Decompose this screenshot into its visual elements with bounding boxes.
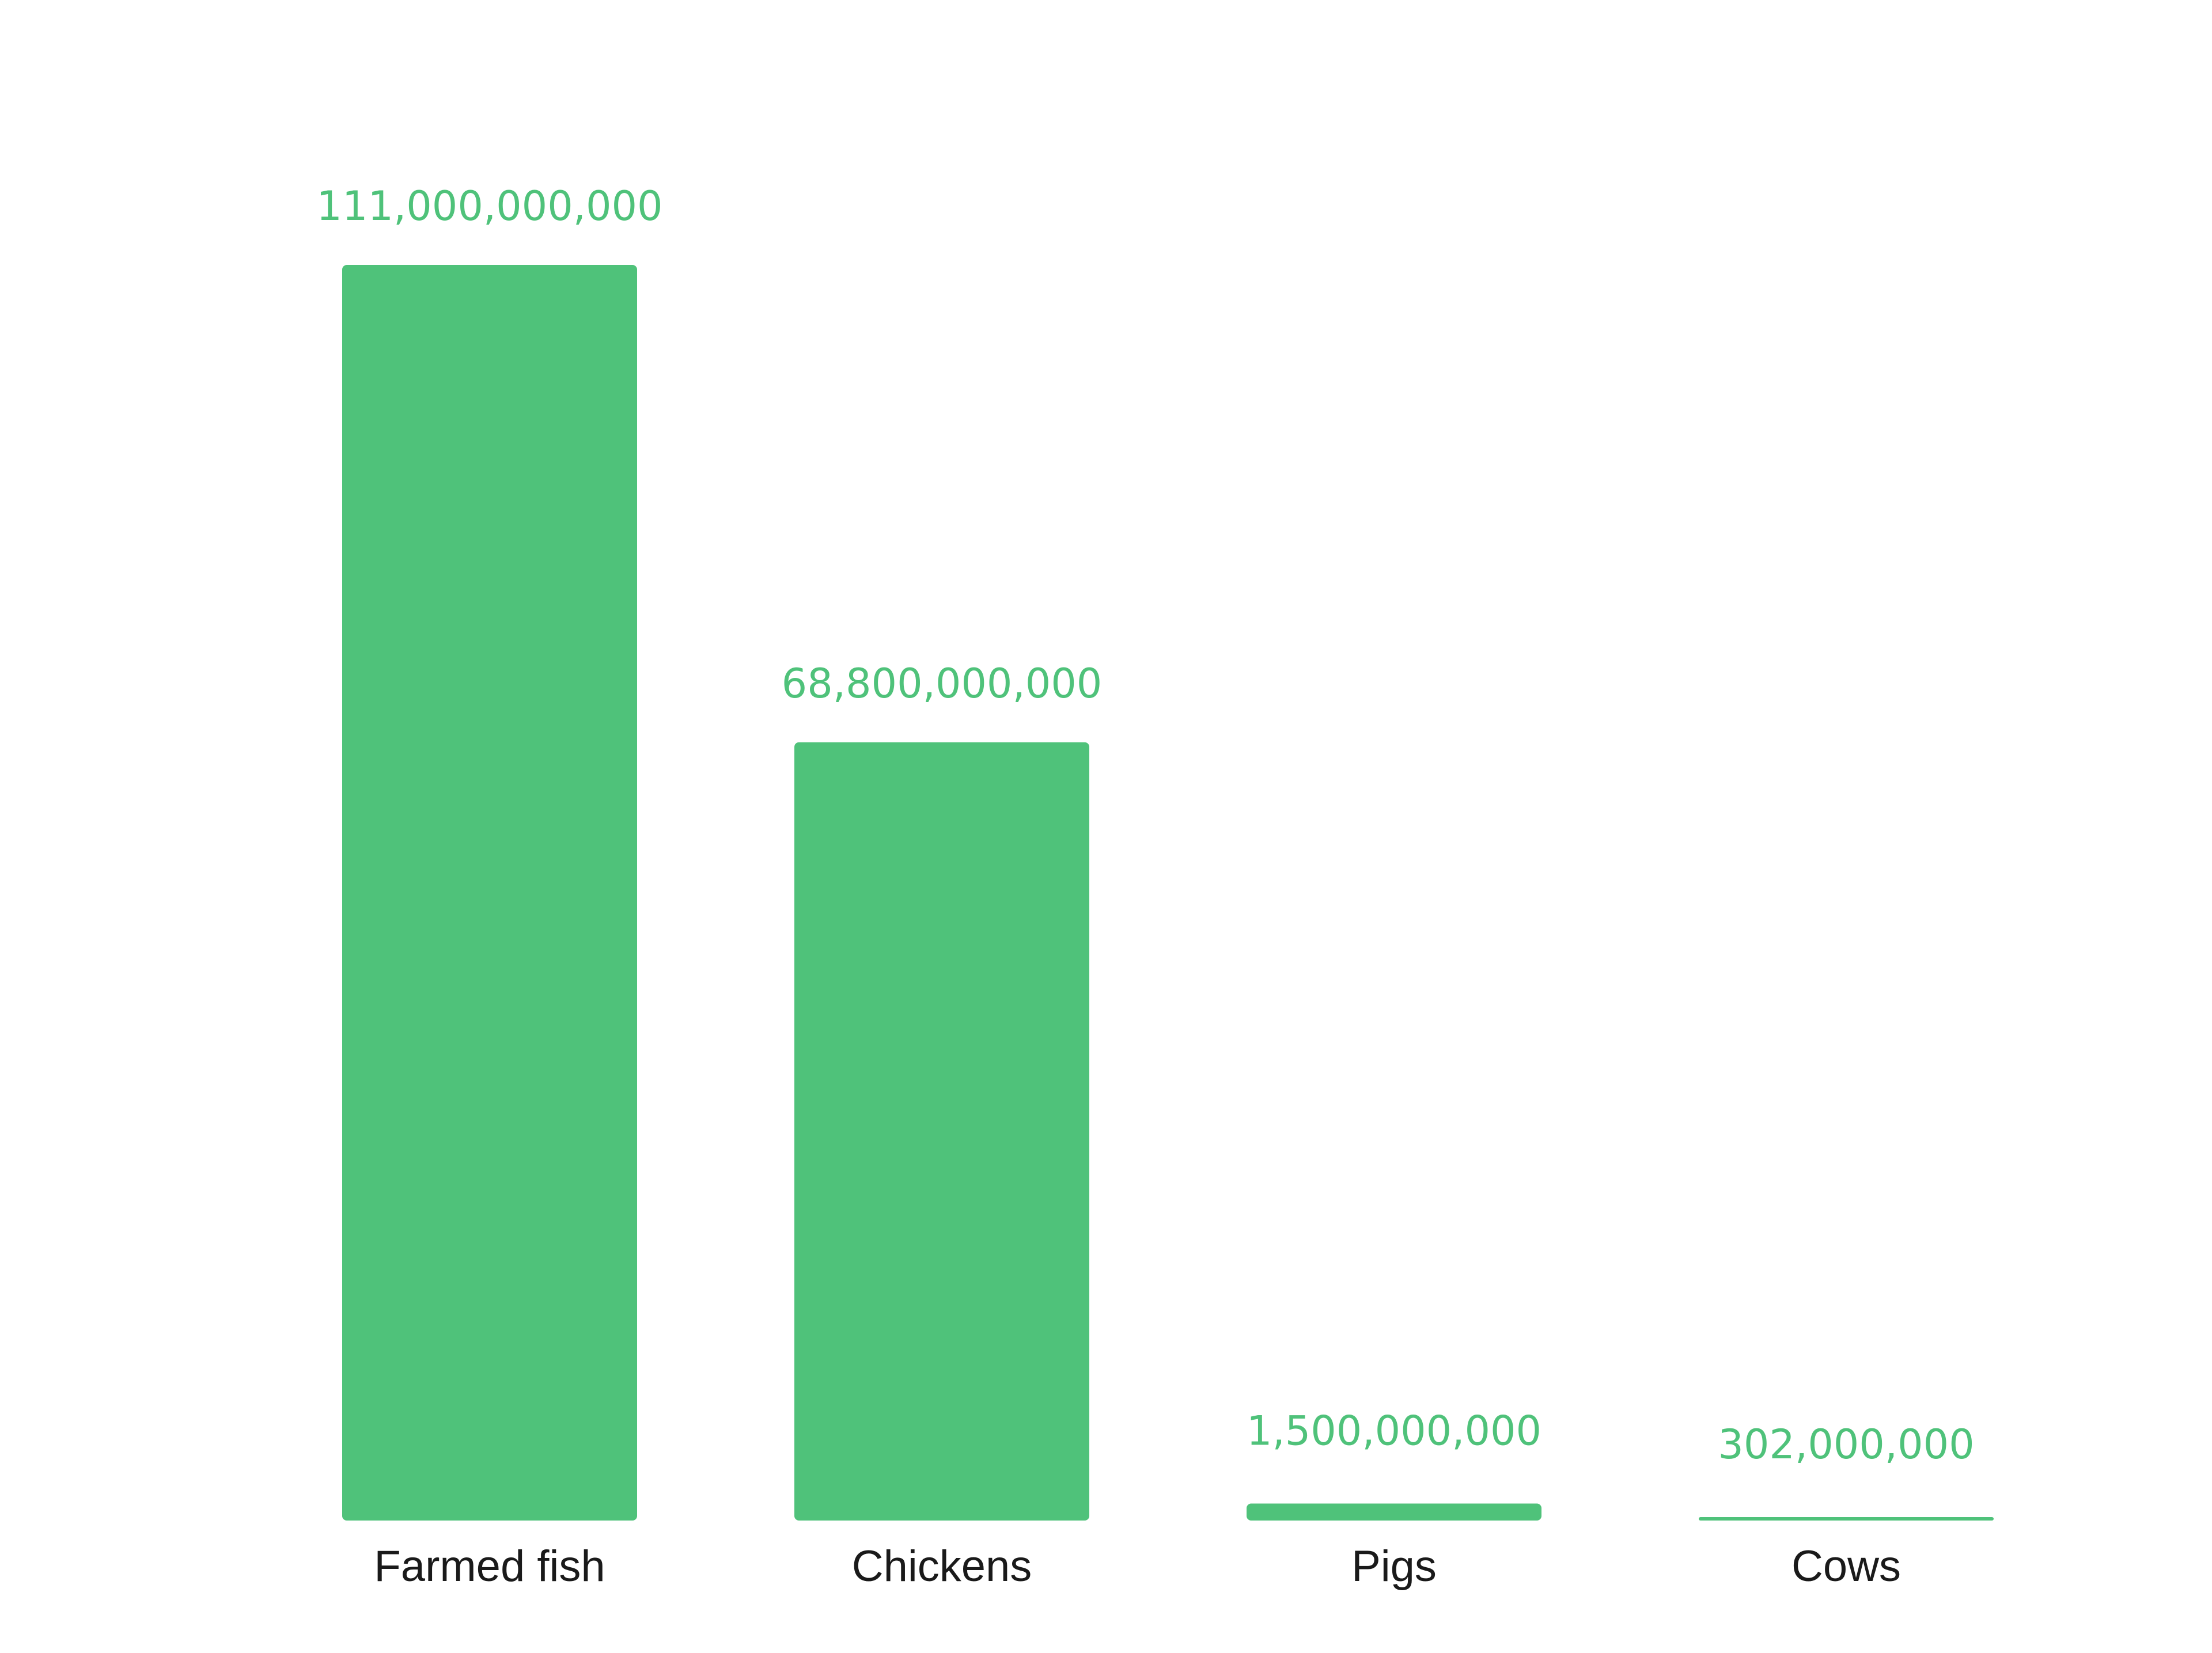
bars-layer [342,265,1994,1521]
value-label-cows: 302,000,000 [1718,1421,1974,1468]
value-label-farmed-fish: 111,000,000,000 [316,183,662,230]
bar-pigs [1247,1503,1541,1521]
bar-chickens [794,742,1089,1521]
category-label-chickens: Chickens [852,1542,1032,1591]
value-labels-layer: 111,000,000,000 68,800,000,000 1,500,000,0… [316,183,1974,1468]
bar-cows [1699,1517,1994,1521]
bar-farmed-fish [342,265,637,1521]
category-label-cows: Cows [1791,1542,1901,1591]
value-label-chickens: 68,800,000,000 [782,660,1103,707]
category-label-farmed-fish: Farmed fish [374,1542,605,1591]
value-label-pigs: 1,500,000,000 [1247,1408,1541,1455]
category-label-pigs: Pigs [1351,1542,1437,1591]
category-labels-layer: Farmed fish Chickens Pigs Cows [374,1542,1901,1591]
